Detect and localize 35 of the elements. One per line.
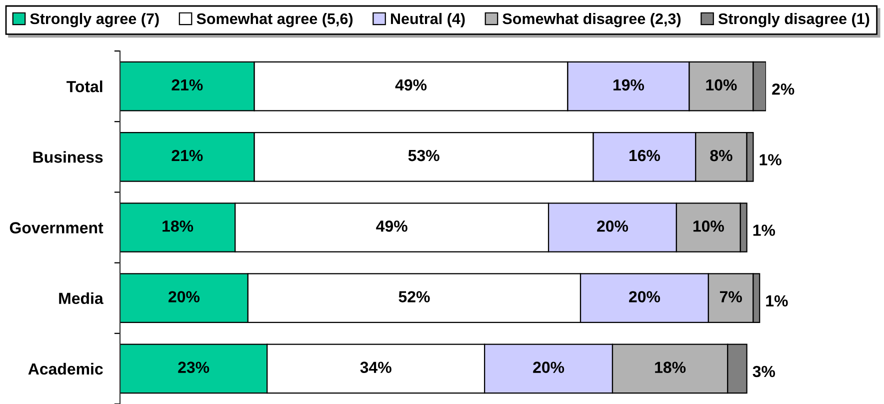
y-tick-label: Academic [28, 362, 103, 375]
legend-label: Somewhat agree (5,6) [196, 12, 353, 28]
data-label: 53% [408, 150, 440, 162]
legend-label: Strongly disagree (1) [718, 12, 870, 28]
y-tick-label: Media [59, 292, 104, 304]
data-label: 49% [395, 79, 427, 91]
data-label: 16% [630, 150, 660, 162]
data-label: 18% [655, 362, 686, 373]
data-label: 20% [533, 362, 564, 373]
data-label: 34% [360, 362, 392, 374]
data-label: 21% [172, 150, 203, 162]
data-label: 10% [706, 79, 737, 91]
data-label: 18% [162, 220, 194, 232]
legend-label: Somewhat disagree (2,3) [502, 12, 681, 28]
data-label: 49% [376, 220, 408, 232]
data-label: 52% [398, 291, 430, 302]
data-label: 20% [168, 291, 200, 302]
data-label: 20% [629, 291, 660, 302]
data-label: 3% [752, 366, 776, 378]
data-label: 7% [720, 291, 742, 302]
data-label: 20% [597, 220, 628, 232]
y-tick-label: Total [66, 80, 102, 92]
data-label: 23% [178, 362, 210, 374]
data-label: 1% [753, 224, 776, 236]
data-label: 1% [766, 295, 788, 307]
data-label: 21% [172, 79, 203, 91]
data-label: 2% [772, 83, 794, 95]
data-label: 1% [760, 154, 782, 166]
data-label: 19% [614, 79, 644, 91]
y-tick-label: Business [33, 151, 103, 163]
y-tick-label: Government [10, 222, 104, 234]
data-label: 8% [710, 150, 732, 162]
legend-label: Neutral (4) [390, 12, 465, 28]
data-label: 10% [693, 220, 724, 232]
legend-label: Strongly agree (7) [30, 12, 159, 28]
